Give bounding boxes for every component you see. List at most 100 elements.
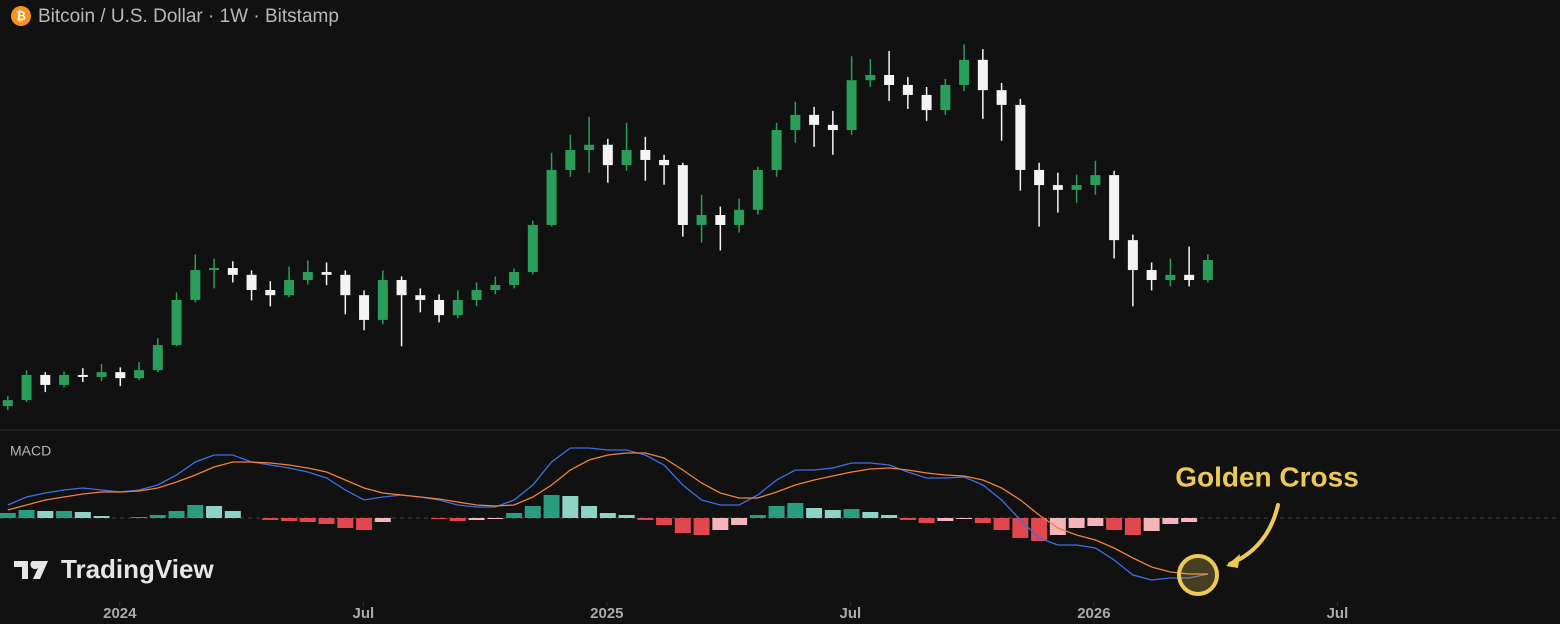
histogram-bar [1068,518,1085,528]
histogram-bar [356,518,373,530]
candle-body [696,215,707,225]
histogram-bar [787,503,804,518]
histogram-bar [374,518,391,522]
candle-body [471,289,482,300]
candle-body [640,149,651,160]
histogram-bar [956,518,973,519]
histogram-bar [0,513,16,518]
candle-body [752,169,763,210]
candle-body [584,144,595,150]
histogram-bar [431,518,448,519]
logo-mark [14,561,48,579]
histogram-bar [749,515,766,518]
candle-body [96,372,107,377]
candle-body [2,400,13,407]
histogram-bar [224,511,241,518]
chart-title: Bitcoin / U.S. Dollar · 1W · Bitstamp [38,6,339,27]
histogram-bar [1106,518,1123,530]
histogram-bar [281,518,298,521]
candle-body [846,80,857,131]
candle-body [865,74,876,81]
histogram-bar [1087,518,1104,526]
annotation-arrowhead [1226,554,1240,568]
histogram-bar [731,518,748,525]
histogram-bar [712,518,729,530]
macd-title: MACD [10,443,51,459]
candle-body [884,74,895,85]
histogram-bar [206,506,223,518]
histogram-bar [1143,518,1160,531]
histogram-bar [581,506,598,518]
histogram-bar [824,510,841,518]
candle-body [77,374,88,377]
candle-body [734,209,745,225]
candle-body [1071,185,1082,190]
candle-body [171,299,182,346]
macd-line [7,447,1209,581]
candle-body [434,299,445,316]
candle-body [1109,175,1120,241]
x-tick-label: 2025 [590,605,623,622]
symbol-icon: ₿ [16,9,26,23]
candle-body [190,270,201,300]
histogram-bar [468,518,485,520]
candle-body [827,124,838,131]
candle-body [1015,104,1026,170]
candle-body [302,272,313,281]
candle-body [527,224,538,273]
candle-body [1052,185,1063,190]
histogram-bar [74,512,91,518]
candle-body [452,299,463,316]
histogram-bar [149,515,166,518]
candle-body [565,149,576,170]
histogram-bar [187,505,204,518]
candle-body [715,215,726,225]
candle-body [809,114,820,125]
candle-body [509,272,520,286]
candle-body [1165,274,1176,281]
candle-body [771,130,782,170]
candle-body [1034,169,1045,186]
x-tick-label: Jul [352,605,374,622]
candle-body [115,372,126,379]
histogram-bar [18,510,35,518]
candle-body [209,268,220,271]
candle-body [340,274,351,296]
candle-body [1146,270,1157,281]
candle-body [940,84,951,111]
candle-body [152,345,163,371]
histogram-bar [768,506,785,518]
candle-body [621,149,632,166]
histogram-bar [1162,518,1179,524]
candle-body [921,94,932,111]
histogram-bar [637,518,654,520]
macd-line [7,452,1208,575]
histogram-bar [506,513,523,518]
histogram-bar [881,515,898,518]
symbol-icon-bg [11,6,31,26]
histogram-bar [562,496,579,518]
histogram-bar [56,511,73,518]
histogram-bar [843,509,860,518]
histogram-bar [806,508,823,518]
candle-body [659,159,670,166]
annotation: Golden Cross [1175,461,1359,492]
candle-body [1127,240,1138,271]
x-tick-label: 2026 [1077,605,1110,622]
histogram-bar [674,518,691,533]
annotation-circle [1177,554,1219,596]
candle-body [321,272,332,275]
histogram-bar [318,518,335,524]
candle-body [134,370,145,379]
histogram-bar [131,517,148,518]
candle-body [959,59,970,85]
candle-body [977,59,988,91]
x-tick-label: Jul [840,605,862,622]
candle-body [677,165,688,225]
histogram-bar [299,518,316,522]
candle-body [265,289,276,296]
histogram-bar [1031,518,1048,541]
histogram-bar [168,511,185,518]
